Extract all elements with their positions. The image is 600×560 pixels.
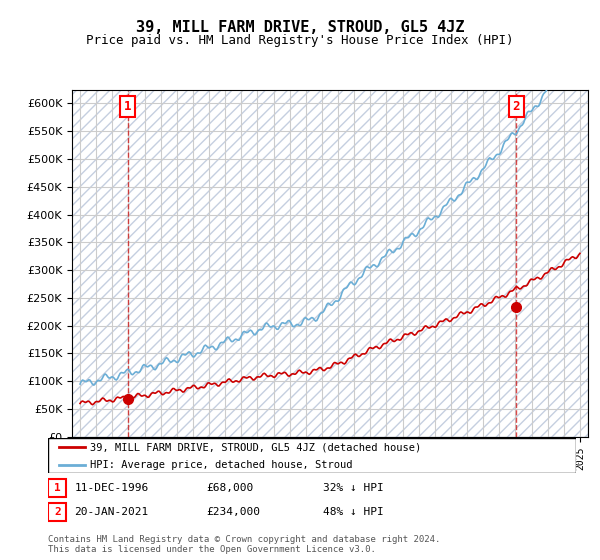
Text: HPI: Average price, detached house, Stroud: HPI: Average price, detached house, Stro… — [90, 460, 353, 469]
Text: 20-JAN-2021: 20-JAN-2021 — [74, 507, 149, 517]
Text: 1: 1 — [124, 100, 131, 113]
Bar — [48, 479, 67, 497]
Text: 2: 2 — [512, 100, 520, 113]
Text: £234,000: £234,000 — [206, 507, 260, 517]
Text: 39, MILL FARM DRIVE, STROUD, GL5 4JZ: 39, MILL FARM DRIVE, STROUD, GL5 4JZ — [136, 20, 464, 35]
Text: 32% ↓ HPI: 32% ↓ HPI — [323, 483, 383, 493]
Bar — [48, 503, 67, 521]
Text: 2: 2 — [54, 507, 61, 517]
Text: £68,000: £68,000 — [206, 483, 254, 493]
Text: 1: 1 — [54, 483, 61, 493]
Text: 39, MILL FARM DRIVE, STROUD, GL5 4JZ (detached house): 39, MILL FARM DRIVE, STROUD, GL5 4JZ (de… — [90, 442, 421, 452]
Text: 11-DEC-1996: 11-DEC-1996 — [74, 483, 149, 493]
Text: 48% ↓ HPI: 48% ↓ HPI — [323, 507, 383, 517]
Text: Price paid vs. HM Land Registry's House Price Index (HPI): Price paid vs. HM Land Registry's House … — [86, 34, 514, 46]
Text: Contains HM Land Registry data © Crown copyright and database right 2024.
This d: Contains HM Land Registry data © Crown c… — [48, 535, 440, 554]
